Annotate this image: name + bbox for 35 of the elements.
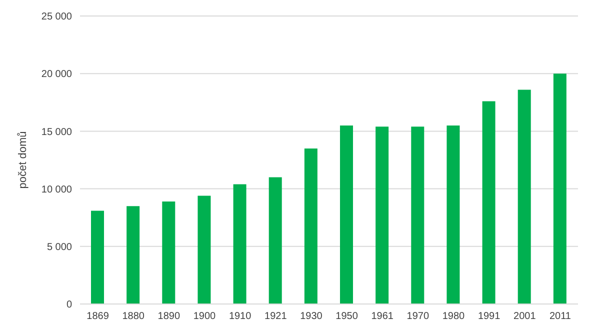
x-tick-label: 1970	[406, 311, 430, 322]
x-tick-label: 1910	[228, 311, 252, 322]
x-tick-label: 1880	[122, 311, 145, 322]
bar	[126, 206, 140, 304]
y-tick-label: 20 000	[41, 69, 72, 80]
x-tick-label: 1991	[478, 311, 501, 322]
x-tick-label: 1869	[86, 311, 110, 322]
y-tick-label: 0	[66, 300, 72, 311]
x-tick-label: 1921	[264, 311, 288, 322]
bar	[198, 196, 211, 304]
bar	[304, 148, 318, 304]
y-tick-label: 25 000	[41, 12, 72, 23]
bar	[91, 210, 104, 304]
bar	[268, 177, 282, 304]
bar	[411, 126, 424, 304]
x-tick-label: 1930	[300, 311, 323, 322]
x-tick-label: 2001	[514, 311, 536, 322]
bar	[553, 74, 566, 304]
x-tick-label: 1890	[158, 311, 180, 322]
y-tick-label: 15 000	[41, 126, 72, 138]
bar	[233, 184, 246, 304]
x-tick-label: 1961	[371, 311, 394, 322]
y-tick-label: 10 000	[41, 184, 72, 196]
bar	[446, 125, 460, 304]
bar	[518, 90, 531, 304]
y-tick-label: 5 000	[46, 242, 72, 253]
x-tick-label: 2011	[549, 311, 572, 322]
x-tick-label: 1950	[336, 311, 358, 322]
bar	[482, 101, 496, 304]
x-tick-label: 1900	[193, 311, 216, 322]
bar	[162, 201, 176, 304]
bar	[376, 126, 389, 304]
x-tick-label: 1980	[442, 311, 466, 322]
y-axis-title: počet domů	[16, 131, 29, 189]
bar	[340, 125, 353, 304]
